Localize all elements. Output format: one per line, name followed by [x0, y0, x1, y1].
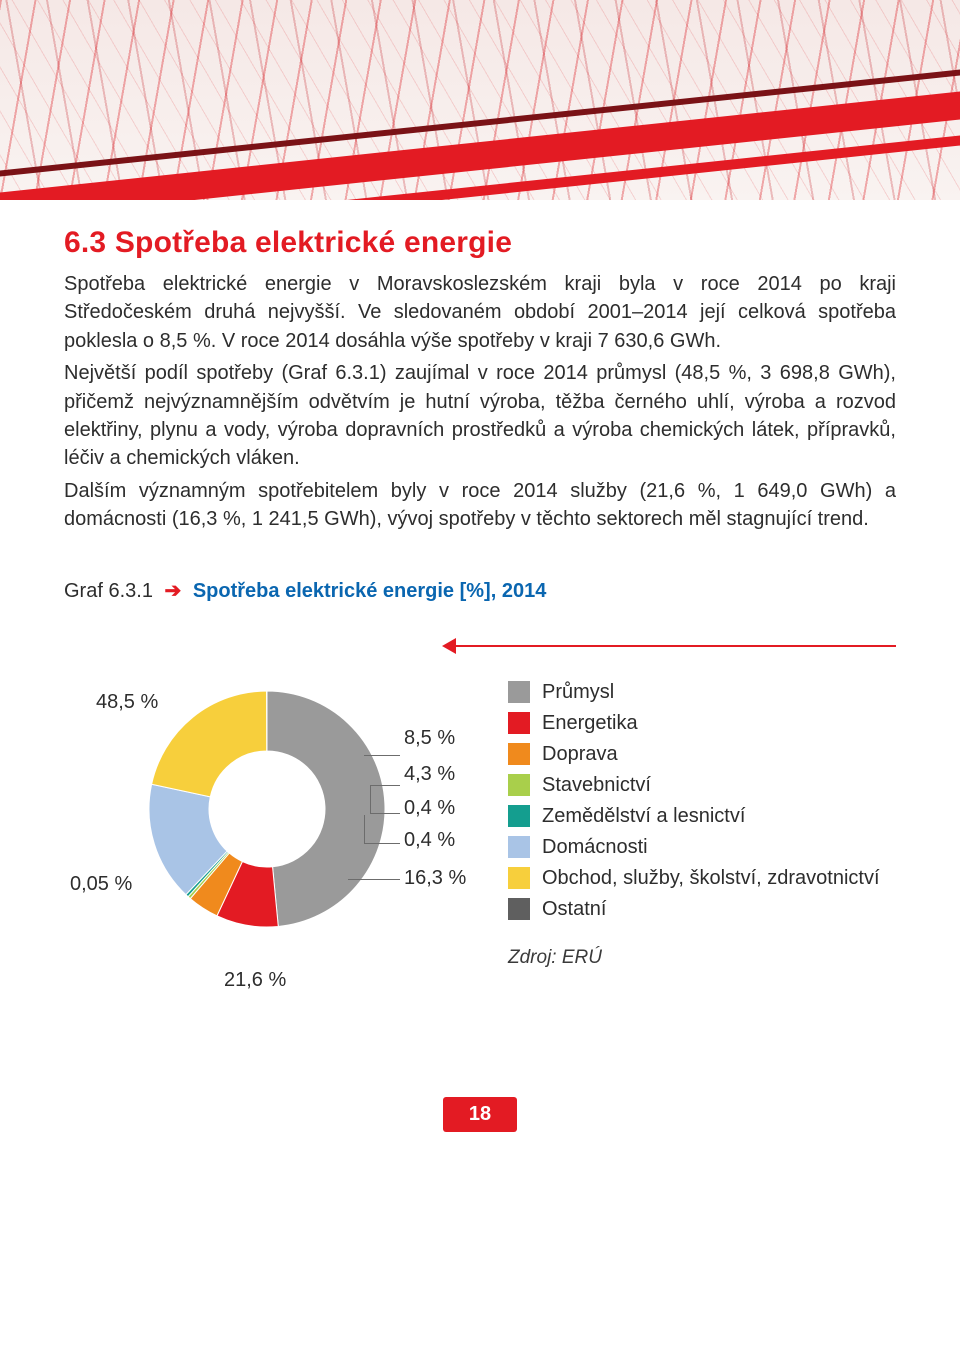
legend-swatch — [508, 712, 530, 734]
legend-label: Obchod, služby, školství, zdravotnictví — [542, 867, 880, 890]
legend-swatch — [508, 681, 530, 703]
legend-item: Stavebnictví — [508, 774, 896, 797]
page-number-wrap: 18 — [0, 1097, 960, 1132]
donut-slice — [267, 691, 385, 926]
leader-line — [348, 879, 400, 880]
leader-line — [370, 785, 400, 786]
body-paragraph: Největší podíl spotřeby (Graf 6.3.1) zau… — [64, 359, 896, 473]
leader-line — [364, 815, 365, 843]
legend-swatch — [508, 836, 530, 858]
legend-item: Průmysl — [508, 681, 896, 704]
banner-image — [0, 0, 960, 200]
legend-label: Ostatní — [542, 898, 606, 921]
legend-swatch — [508, 743, 530, 765]
legend-swatch — [508, 805, 530, 827]
legend-item: Doprava — [508, 743, 896, 766]
legend-swatch — [508, 774, 530, 796]
chart-heading: Graf 6.3.1 ➔ Spotřeba elektrické energie… — [64, 578, 896, 603]
chart-callout: 0,05 % — [70, 873, 132, 896]
chart-source: Zdroj: ERÚ — [508, 947, 896, 969]
section-title: 6.3 Spotřeba elektrické energie — [64, 226, 896, 260]
leader-line — [364, 843, 400, 844]
leader-line — [370, 785, 371, 813]
body-paragraph: Dalším významným spotřebitelem byly v ro… — [64, 477, 896, 534]
chart-row: 48,5 % 0,05 % 21,6 % 8,5 % 4,3 % 0,4 % 0… — [0, 659, 960, 1027]
legend-label: Zemědělství a lesnictví — [542, 805, 745, 828]
content-area: 6.3 Spotřeba elektrické energie Spotřeba… — [0, 200, 960, 603]
donut-svg — [149, 691, 385, 927]
chart-heading-prefix: Graf 6.3.1 — [64, 580, 153, 602]
legend-swatch — [508, 898, 530, 920]
donut-chart: 48,5 % 0,05 % 21,6 % 8,5 % 4,3 % 0,4 % 0… — [64, 667, 504, 1027]
divider-arrow — [0, 633, 960, 659]
chart-callout: 48,5 % — [96, 691, 158, 714]
legend-label: Energetika — [542, 712, 638, 735]
legend-item: Ostatní — [508, 898, 896, 921]
legend-item: Zemědělství a lesnictví — [508, 805, 896, 828]
legend: Průmysl Energetika Doprava Stavebnictví Země… — [504, 667, 896, 1027]
leader-line — [364, 755, 400, 756]
leader-line — [370, 813, 400, 814]
page: 6.3 Spotřeba elektrické energie Spotřeba… — [0, 0, 960, 1192]
legend-label: Doprava — [542, 743, 618, 766]
arrow-left-icon — [456, 645, 896, 647]
page-number: 18 — [443, 1097, 517, 1132]
legend-label: Průmysl — [542, 681, 614, 704]
chart-callout: 8,5 % — [404, 727, 455, 750]
donut-slice — [152, 691, 267, 797]
arrow-icon: ➔ — [159, 580, 188, 602]
legend-item: Domácnosti — [508, 836, 896, 859]
legend-label: Stavebnictví — [542, 774, 651, 797]
chart-callout: 4,3 % — [404, 763, 455, 786]
legend-swatch — [508, 867, 530, 889]
chart-callout: 16,3 % — [404, 867, 466, 890]
banner-stripe — [0, 92, 960, 200]
legend-item: Energetika — [508, 712, 896, 735]
chart-callout: 0,4 % — [404, 797, 455, 820]
chart-callout: 21,6 % — [224, 969, 286, 992]
chart-callout: 0,4 % — [404, 829, 455, 852]
chart-heading-title: Spotřeba elektrické energie [%], 2014 — [193, 580, 547, 602]
legend-label: Domácnosti — [542, 836, 648, 859]
body-paragraph: Spotřeba elektrické energie v Moravskosl… — [64, 270, 896, 355]
legend-item: Obchod, služby, školství, zdravotnictví — [508, 867, 896, 890]
